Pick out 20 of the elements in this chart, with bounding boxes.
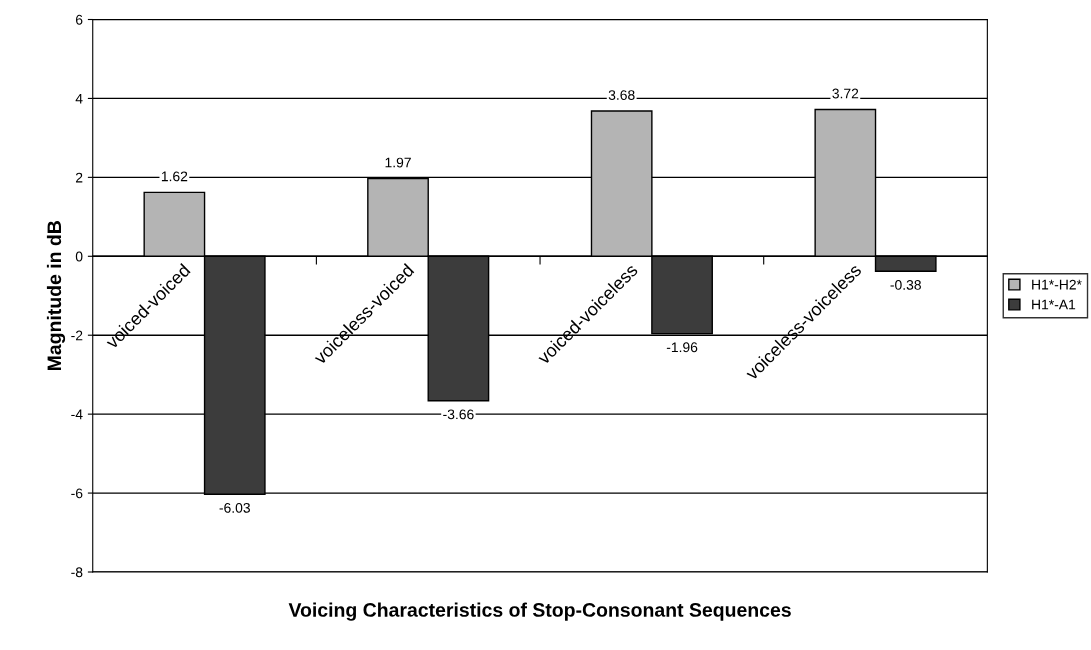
legend-label: H1*-A1	[1032, 299, 1076, 310]
data-label: -0.38	[890, 279, 921, 290]
data-label: 1.97	[385, 157, 411, 168]
y-tick-label: -6	[71, 488, 83, 499]
data-label: -3.66	[443, 409, 474, 420]
x-axis-title: Voicing Characteristics of Stop-Consonant Sequences	[288, 602, 791, 621]
data-label: -1.96	[666, 342, 698, 353]
data-label: -6.03	[219, 502, 250, 513]
y-axis-title: Magnitude in dB	[46, 221, 66, 371]
y-tick-label: 2	[75, 172, 83, 183]
y-tick-label: 0	[75, 251, 83, 262]
data-label: 3.72	[832, 88, 859, 99]
y-tick-label: 4	[75, 93, 83, 104]
y-tick-label: -4	[71, 409, 83, 420]
y-tick-label: -2	[71, 330, 83, 341]
data-label: 1.62	[161, 171, 188, 182]
y-tick-label: -8	[71, 567, 83, 578]
legend-label: H1*-H2*	[1032, 279, 1082, 290]
data-label: 3.68	[608, 90, 635, 100]
y-tick-label: 6	[75, 14, 83, 25]
